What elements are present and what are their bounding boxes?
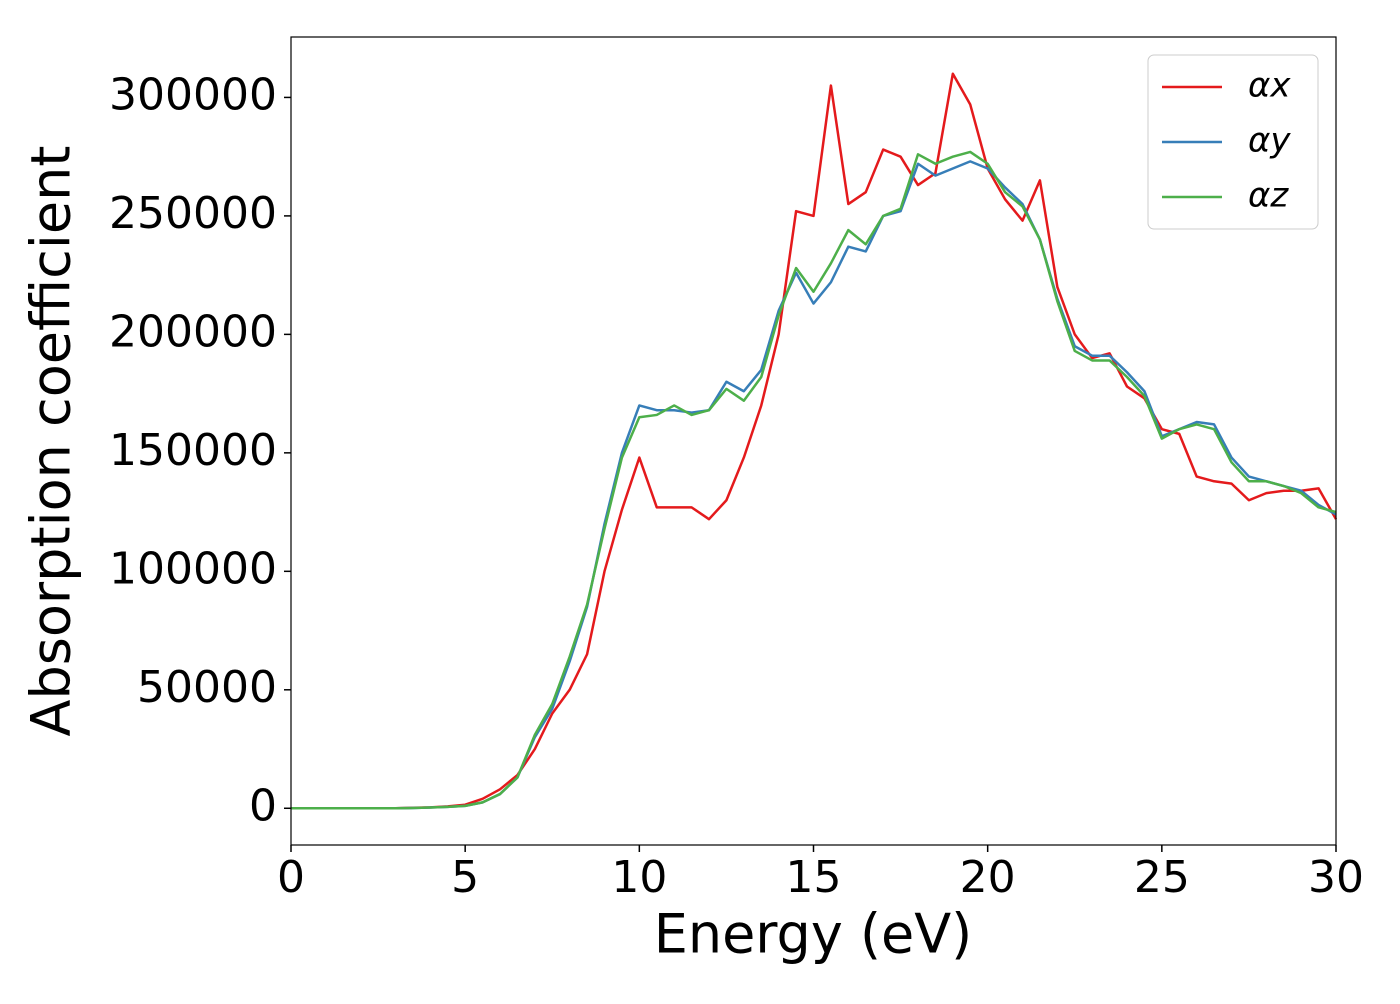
plot-frame [290, 36, 1337, 846]
y-tick-label: 100000 [109, 543, 277, 594]
line-series [291, 150, 1337, 810]
x-tick-label: 20 [960, 852, 1016, 903]
x-tick-label: 5 [451, 852, 479, 903]
y-axis-label: Absorption coefficient [20, 146, 83, 737]
y-tick-label: 300000 [109, 69, 277, 120]
legend-label: αx [1248, 66, 1291, 106]
x-tick-label: 0 [277, 852, 305, 903]
y-tick-label: 0 [249, 780, 277, 831]
x-tick-label: 10 [611, 852, 667, 903]
legend-box [1147, 54, 1319, 230]
y-tick-label: 200000 [109, 306, 277, 357]
x-tick-label: 25 [1134, 852, 1190, 903]
x-tick-label: 15 [786, 852, 842, 903]
legend-label: αy [1248, 121, 1291, 161]
x-tick-label: 30 [1308, 852, 1364, 903]
x-axis-label: Energy (eV) [654, 903, 973, 966]
y-tick-label: 50000 [137, 662, 277, 713]
legend-label: αz [1248, 176, 1289, 216]
y-tick-label: 150000 [109, 425, 277, 476]
y-tick-label: 250000 [109, 188, 277, 239]
